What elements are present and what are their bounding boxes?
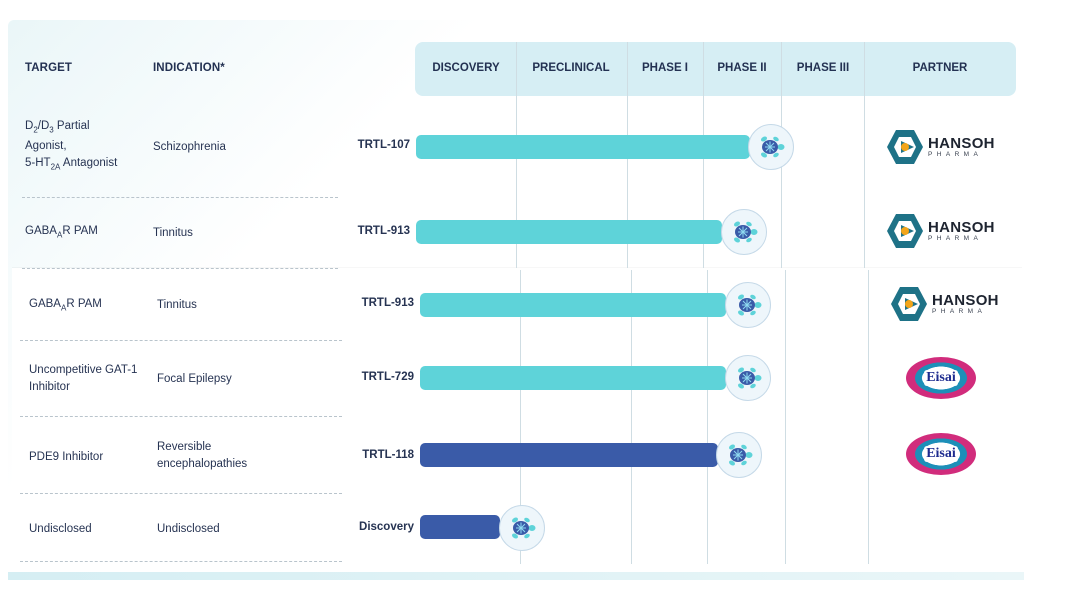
header-phase-1: PHASE I	[641, 62, 689, 74]
row-6-indication: Undisclosed	[157, 523, 220, 535]
row-2-indication: Tinnitus	[153, 227, 193, 239]
row-3-indication: Tinnitus	[157, 299, 197, 311]
row-1-program: TRTL-107	[357, 139, 410, 151]
header-phase-preclinical: PRECLINICAL	[532, 62, 610, 74]
bottom-fade	[8, 572, 1024, 580]
hansoh-name: HANSOH	[928, 134, 995, 152]
row-separator	[20, 340, 342, 341]
row-separator	[22, 197, 338, 198]
row-3-partner-hansoh-logo: HANSOH PHARMA	[890, 285, 999, 323]
row-1-target: D2/D3 Partial Agonist, 5-HT2A Antagonist	[25, 120, 118, 172]
hansoh-sub: PHARMA	[928, 150, 983, 158]
header-phase-discovery: DISCOVERY	[432, 62, 500, 74]
grid-line	[631, 270, 632, 564]
turtle-icon	[725, 282, 771, 328]
grid-line	[868, 270, 869, 564]
row-separator	[20, 561, 342, 562]
hansoh-sub: PHARMA	[932, 307, 987, 315]
row-1-indication: Schizophrenia	[153, 141, 226, 153]
grid-line	[707, 270, 708, 564]
grid-line	[520, 270, 521, 564]
row-separator	[22, 268, 338, 269]
row-4-program: TRTL-729	[361, 371, 414, 383]
header-indication: INDICATION*	[153, 62, 225, 74]
eisai-logo-icon: Eisai	[906, 433, 976, 475]
row-4-progress-bar	[420, 366, 726, 390]
header-partner: PARTNER	[912, 62, 968, 74]
row-6-progress-bar	[420, 515, 500, 539]
grid-line	[864, 42, 865, 268]
row-4-indication: Focal Epilepsy	[157, 373, 232, 385]
header-phase-2: PHASE II	[717, 62, 767, 74]
row-3-program: TRTL-913	[361, 297, 414, 309]
row-5-indication: Reversible encephalopathies	[157, 441, 248, 470]
row-6-target: Undisclosed	[29, 523, 92, 535]
turtle-icon	[499, 505, 545, 551]
row-5-target: PDE9 Inhibitor	[29, 451, 104, 463]
row-4-target: Uncompetitive GAT-1 Inhibitor	[29, 364, 138, 393]
hansoh-logo-icon	[887, 214, 923, 248]
eisai-logo-icon: Eisai	[906, 357, 976, 399]
row-1-partner-hansoh-logo: HANSOH PHARMA	[886, 128, 995, 166]
row-2-partner-hansoh-logo: HANSOH PHARMA	[886, 212, 995, 250]
turtle-icon	[716, 432, 762, 478]
header-target: TARGET	[25, 62, 73, 74]
row-5-partner-eisai-logo: Eisai	[906, 433, 976, 475]
row-5-progress-bar	[420, 443, 718, 467]
hansoh-name: HANSOH	[932, 291, 999, 309]
row-3-target: GABAAR PAM	[29, 298, 102, 313]
header-phase-3: PHASE III	[796, 62, 850, 74]
row-6-program: Discovery	[359, 521, 414, 533]
row-separator	[20, 416, 342, 417]
hansoh-name: HANSOH	[928, 218, 995, 236]
turtle-icon	[725, 355, 771, 401]
grid-line	[785, 270, 786, 564]
row-2-progress-bar	[416, 220, 722, 244]
turtle-icon	[748, 124, 794, 170]
hansoh-logo-icon	[891, 287, 927, 321]
row-4-partner-eisai-logo: Eisai	[906, 357, 976, 399]
row-2-target: GABAAR PAM	[25, 225, 98, 240]
phase-header-band	[415, 42, 1016, 96]
hansoh-sub: PHARMA	[928, 234, 983, 242]
turtle-icon	[721, 209, 767, 255]
row-1-progress-bar	[416, 135, 750, 159]
row-separator	[20, 493, 342, 494]
row-5-program: TRTL-118	[362, 449, 414, 461]
row-2-program: TRTL-913	[357, 225, 410, 237]
hansoh-logo-icon	[887, 130, 923, 164]
row-3-progress-bar	[420, 293, 726, 317]
